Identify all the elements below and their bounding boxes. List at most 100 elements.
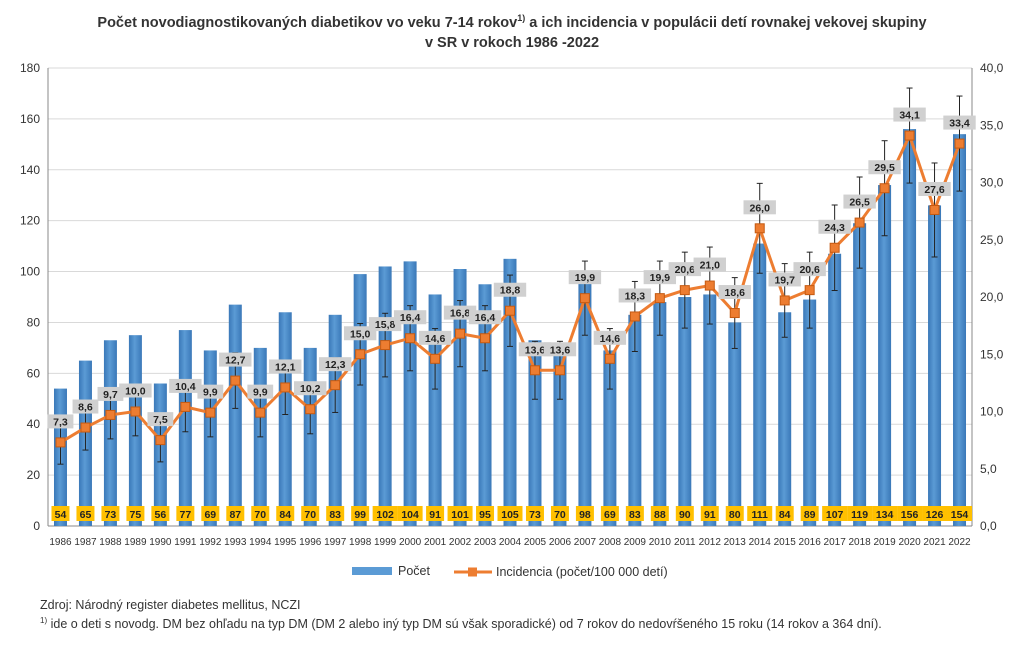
incidence-marker	[804, 285, 815, 296]
incidence-label-box	[843, 194, 876, 209]
incidence-data-label: 15,8	[375, 319, 396, 331]
x-tick-label: 2010	[649, 537, 672, 548]
incidence-marker	[554, 365, 565, 376]
y-right-tick-label: 35,0	[980, 118, 1004, 132]
incidence-data-label: 8,6	[78, 402, 93, 414]
count-label-box	[747, 506, 773, 521]
x-tick-label: 1992	[199, 537, 222, 548]
bar-data-label: 134	[876, 509, 894, 521]
count-label-box	[675, 506, 694, 521]
y-right-tick-label: 0,0	[980, 519, 997, 533]
bar	[928, 205, 942, 526]
incidence-marker	[954, 138, 965, 149]
incidence-data-label: 19,7	[774, 274, 795, 286]
x-tick-label: 2013	[724, 537, 747, 548]
incidence-data-label: 13,6	[550, 344, 571, 356]
x-tick-label: 2018	[848, 537, 871, 548]
incidence-marker	[280, 382, 291, 393]
bar-data-label: 90	[679, 509, 691, 521]
bar-data-label: 95	[479, 509, 491, 521]
bar-data-label: 111	[752, 509, 769, 521]
incidence-label-box	[618, 288, 652, 303]
count-label-box	[151, 506, 170, 521]
incidence-label-box	[643, 270, 677, 285]
incidence-data-label: 7,3	[53, 416, 68, 428]
y-left-tick-label: 100	[20, 265, 40, 279]
bar	[528, 340, 542, 526]
x-tick-label: 2007	[574, 537, 597, 548]
incidence-marker	[455, 328, 466, 339]
incidence-label-box	[147, 412, 174, 427]
incidence-label-box	[269, 359, 302, 374]
incidence-marker	[829, 242, 840, 253]
count-label-box	[126, 506, 145, 521]
bar-data-label: 56	[155, 509, 167, 521]
incidence-data-label: 14,6	[425, 333, 446, 345]
x-tick-label: 2002	[449, 537, 472, 548]
incidence-label-box	[318, 357, 352, 372]
bar	[903, 129, 917, 527]
x-tick-label: 2004	[499, 537, 522, 548]
count-label-box	[176, 506, 195, 521]
count-label-box	[525, 506, 544, 521]
count-label-box	[276, 506, 295, 521]
y-right-tick-label: 30,0	[980, 176, 1004, 190]
title-line-2: v SR v rokoch 1986 -2022	[424, 34, 600, 51]
count-label-box	[447, 506, 473, 521]
incidence-data-label: 26,5	[849, 197, 870, 209]
x-tick-label: 1993	[224, 537, 247, 548]
footnote: 1) ide o deti s novodg. DM bez ohľadu na…	[40, 616, 882, 632]
count-label-box	[775, 506, 794, 521]
bar-data-label: 70	[254, 509, 266, 521]
count-label-box	[600, 506, 619, 521]
bar-data-label: 101	[451, 509, 469, 521]
y-right-tick-label: 5,0	[980, 462, 997, 476]
incidence-data-label: 9,9	[203, 387, 218, 399]
bar-data-label: 104	[401, 509, 419, 521]
bar	[753, 243, 767, 527]
count-label-box	[625, 506, 644, 521]
incidence-marker	[405, 333, 416, 344]
bar	[803, 299, 817, 526]
incidence-marker	[230, 375, 241, 386]
x-tick-label: 1996	[299, 537, 322, 548]
bar	[578, 276, 592, 526]
incidence-label-box	[443, 305, 477, 320]
incidence-label-box	[693, 257, 726, 272]
incidence-marker	[904, 130, 915, 141]
incidence-label-box	[568, 270, 602, 285]
bar-data-label: 84	[279, 509, 291, 521]
incidence-label-box	[593, 330, 627, 345]
bar	[428, 294, 442, 526]
incidence-label-box	[743, 200, 776, 215]
count-label-box	[301, 506, 320, 521]
x-tick-label: 2012	[699, 537, 722, 548]
bar	[378, 266, 392, 526]
incidence-data-label: 9,9	[253, 387, 268, 399]
count-label-box	[372, 506, 398, 521]
bar-data-label: 69	[604, 509, 616, 521]
bar-data-label: 70	[554, 509, 566, 521]
y-right-tick-label: 20,0	[980, 290, 1004, 304]
incidence-label-box	[868, 160, 901, 175]
bar	[403, 261, 417, 526]
x-tick-label: 1998	[349, 537, 372, 548]
bar-data-label: 83	[329, 509, 341, 521]
incidence-data-label: 16,4	[400, 312, 421, 324]
count-label-box	[872, 506, 898, 521]
count-label-box	[847, 506, 873, 521]
count-label-box	[822, 506, 848, 521]
bar	[703, 294, 717, 526]
count-label-box	[351, 506, 370, 521]
bar	[828, 253, 842, 526]
x-tick-label: 2009	[624, 537, 647, 548]
x-tick-label: 1988	[99, 537, 122, 548]
y-right-tick-label: 40,0	[980, 61, 1004, 75]
incidence-label-box	[169, 378, 202, 393]
y-left-tick-label: 80	[27, 315, 41, 329]
count-label-box	[397, 506, 423, 521]
bar	[653, 302, 667, 526]
incidence-label-box	[247, 384, 274, 399]
x-tick-label: 1999	[374, 537, 397, 548]
incidence-marker	[679, 285, 690, 296]
